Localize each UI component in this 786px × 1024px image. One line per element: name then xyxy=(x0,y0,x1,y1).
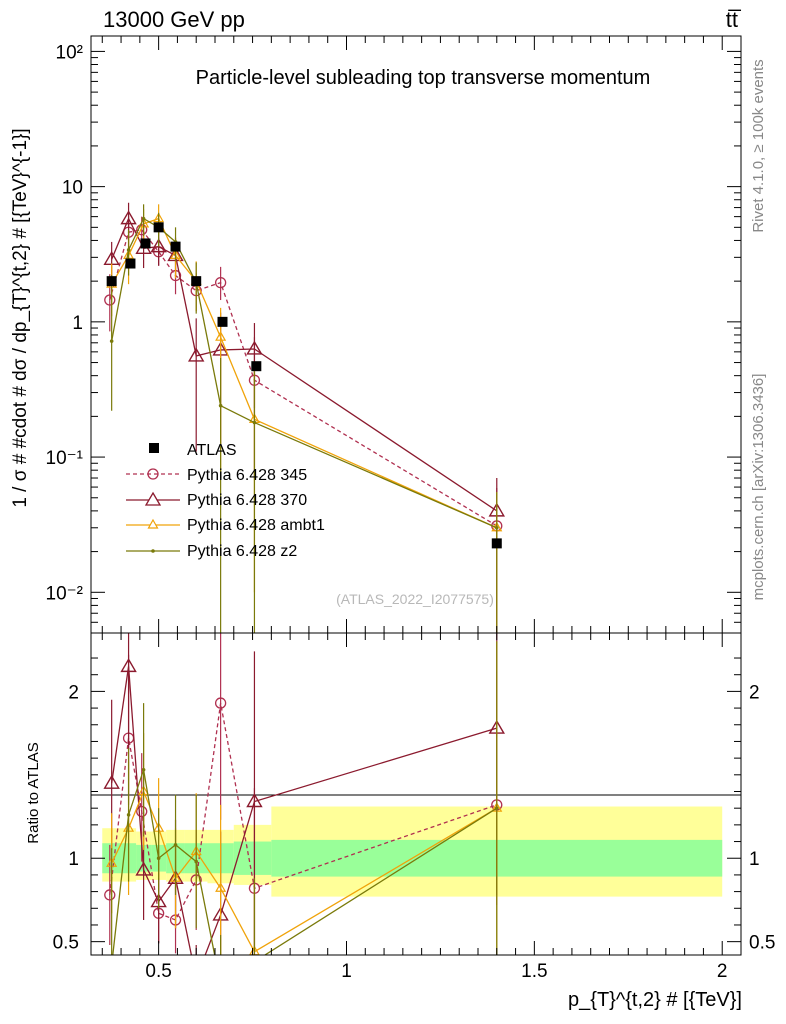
main-title: Particle-level subleading top transverse… xyxy=(196,67,651,89)
ratio-p345-point xyxy=(136,805,148,818)
main-atlas-point xyxy=(191,276,202,287)
main-ambt1-point xyxy=(215,330,227,341)
ratio-p370-point xyxy=(135,861,152,876)
ratio-y-tick-label-left: 0.5 xyxy=(53,933,79,954)
main-z2-series xyxy=(109,204,499,633)
main-atlas-point xyxy=(125,258,136,269)
legend-p370-marker xyxy=(144,491,162,506)
x-tick-label: 0.5 xyxy=(145,961,171,982)
main-atlas-series xyxy=(106,222,502,549)
legend-item-p345: Pythia 6.428 345 xyxy=(126,467,307,484)
ratio-series-group xyxy=(103,633,505,955)
main-atlas-point xyxy=(140,238,151,249)
main-series-group xyxy=(103,202,505,633)
main-y-tick-label: 10⁻¹ xyxy=(46,448,84,469)
ratio-y-axis-title: Ratio to ATLAS xyxy=(25,742,42,843)
legend-item-p370: Pythia 6.428 370 xyxy=(126,491,307,509)
ratio-z2-point xyxy=(156,856,161,861)
main-p345-point xyxy=(104,294,116,306)
legend: ATLAS Pythia 6.428 345 Pythia 6.428 370 … xyxy=(126,442,325,560)
ratio-y-tick-label-right: 2 xyxy=(749,682,760,703)
ratio-p370-point xyxy=(120,657,137,673)
ratio-z2-series xyxy=(111,641,499,955)
analysis-watermark: (ATLAS_2022_I2077575) xyxy=(336,591,494,607)
main-p345-point xyxy=(214,276,227,289)
ratio-p370-point xyxy=(103,774,120,789)
main-atlas-point xyxy=(170,241,181,252)
main-p345-point xyxy=(136,224,148,236)
main-p370-point xyxy=(246,340,263,355)
legend-ambt1-marker xyxy=(147,518,159,529)
ratio-y-tick-label-left: 2 xyxy=(68,682,79,703)
main-z2-point xyxy=(218,403,223,408)
axis-ticks: 10⁻² 10⁻¹ 1 10 10² 0.5 1 1.5 2 0.5 0.5 1 1 2 2 xyxy=(46,36,775,982)
x-tick-label: 2 xyxy=(717,961,728,982)
main-atlas-point xyxy=(251,361,262,372)
ratio-z2-point xyxy=(126,813,131,817)
main-p370-point xyxy=(120,210,137,225)
ratio-z2-point xyxy=(173,843,178,847)
main-atlas-point xyxy=(153,222,164,233)
main-y-tick-label: 10 xyxy=(62,178,83,199)
ratio-z2-point xyxy=(141,768,146,772)
main-p370-point xyxy=(187,347,205,362)
ratio-p345-point xyxy=(214,697,227,709)
x-tick-label: 1.5 xyxy=(521,961,547,982)
main-p370-series xyxy=(103,202,505,633)
ratio-plot-frame xyxy=(90,632,742,956)
mcplots-label: mcplots.cern.ch [arXiv:1306.3436] xyxy=(750,374,767,601)
main-atlas-point xyxy=(491,538,502,549)
legend-atlas-label: ATLAS xyxy=(187,442,237,459)
legend-p345-marker xyxy=(147,468,159,480)
main-ambt1-series xyxy=(106,204,503,633)
main-z2-point xyxy=(126,248,131,252)
ratio-z2-point xyxy=(494,806,499,810)
header-left-label: 13000 GeV pp xyxy=(103,7,245,32)
main-y-axis-title: 1 / σ # #cdot # dσ / dp_{T}^{t,2} # [{Te… xyxy=(10,128,31,507)
main-y-tick-label: 1 xyxy=(72,313,83,334)
legend-z2-marker xyxy=(151,549,155,553)
ratio-z2-point xyxy=(194,859,199,864)
main-z2-point xyxy=(109,339,114,343)
legend-item-atlas: ATLAS xyxy=(149,442,237,459)
main-z2-point xyxy=(141,216,146,221)
header-right-label: tt̅ xyxy=(726,7,742,32)
ratio-p345-point xyxy=(104,889,116,901)
main-atlas-point xyxy=(106,276,117,287)
main-p345-series xyxy=(104,215,503,633)
ratio-y-tick-label-left: 1 xyxy=(68,849,79,870)
ratio-p370-point xyxy=(246,793,263,808)
ratio-ambt1-point xyxy=(215,882,227,892)
ratio-stat-band xyxy=(233,841,272,875)
ratio-ambt1-series xyxy=(106,641,503,955)
main-z2-point xyxy=(494,525,499,530)
ratio-p370-series xyxy=(103,633,505,955)
legend-p345-label: Pythia 6.428 345 xyxy=(187,467,307,484)
legend-atlas-marker xyxy=(149,443,159,453)
main-z2-point xyxy=(252,420,257,425)
legend-p370-label: Pythia 6.428 370 xyxy=(187,492,307,509)
main-y-tick-label: 10⁻² xyxy=(46,583,84,604)
legend-ambt1-label: Pythia 6.428 ambt1 xyxy=(187,517,325,534)
ratio-y-tick-label-right: 0.5 xyxy=(749,933,775,954)
legend-item-z2: Pythia 6.428 z2 xyxy=(126,543,297,560)
legend-item-ambt1: Pythia 6.428 ambt1 xyxy=(126,517,325,534)
main-p370-point xyxy=(150,238,167,253)
main-y-tick-label: 10² xyxy=(56,42,83,63)
x-axis-title: p_{T}^{t,2} # [{TeV}] xyxy=(568,989,742,1011)
ratio-y-tick-label-right: 1 xyxy=(749,849,760,870)
x-tick-label: 1 xyxy=(341,961,352,982)
main-atlas-point xyxy=(217,316,228,327)
rivet-label: Rivet 4.1.0, ≥ 100k events xyxy=(750,59,767,232)
legend-z2-label: Pythia 6.428 z2 xyxy=(187,543,297,560)
